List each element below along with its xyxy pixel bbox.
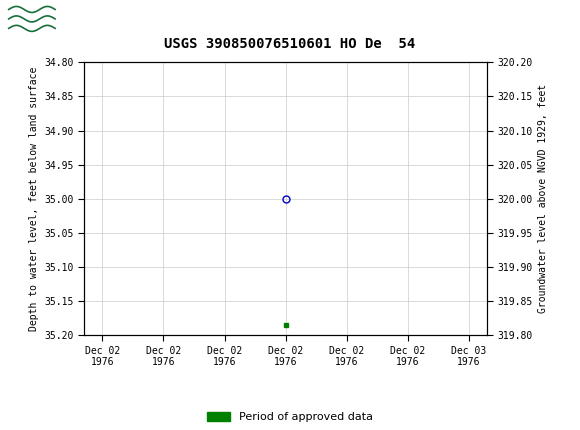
Y-axis label: Groundwater level above NGVD 1929, feet: Groundwater level above NGVD 1929, feet xyxy=(538,84,549,313)
Y-axis label: Depth to water level, feet below land surface: Depth to water level, feet below land su… xyxy=(29,67,39,331)
Text: USGS 390850076510601 HO De  54: USGS 390850076510601 HO De 54 xyxy=(164,37,416,51)
Legend: Period of approved data: Period of approved data xyxy=(208,412,372,422)
Text: USGS: USGS xyxy=(67,10,122,28)
Bar xyxy=(6,3,58,35)
